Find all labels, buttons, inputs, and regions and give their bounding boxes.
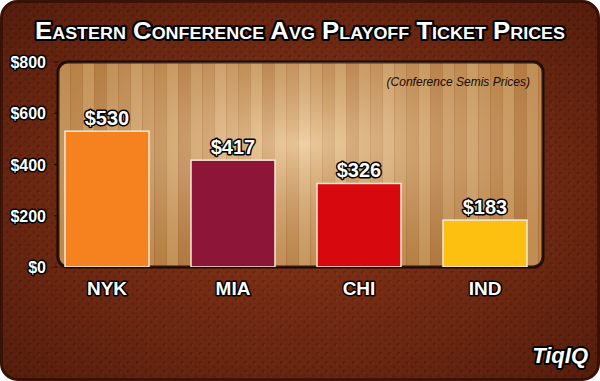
y-tick-label: $400 [10, 157, 46, 174]
x-tick-label: CHI [343, 278, 376, 299]
bars [65, 131, 527, 267]
y-tick-label: $200 [10, 208, 46, 225]
bar [65, 131, 149, 267]
y-tick-label: $800 [10, 54, 46, 71]
y-tick [54, 164, 58, 165]
plot-shine [58, 62, 543, 267]
plot-area [58, 62, 543, 267]
data-label: $530 [85, 107, 130, 129]
chart-subtitle: (Conference Semis Prices) [387, 75, 530, 89]
annotation: TiqIQ [532, 343, 588, 368]
y-tick [54, 62, 58, 63]
y-tick-label: $0 [28, 259, 46, 276]
bar [191, 160, 275, 267]
background [2, 2, 599, 380]
data-label: $326 [337, 159, 382, 181]
y-tick-label: $600 [10, 105, 46, 122]
y-tick [54, 113, 58, 114]
background-shade [2, 2, 599, 380]
chart-wrap: Eastern Conference Avg Playoff Ticket Pr… [0, 0, 600, 381]
bar [443, 220, 527, 267]
x-tick-label: IND [469, 278, 502, 299]
chart-title: Eastern Conference Avg Playoff Ticket Pr… [35, 18, 565, 44]
data-label: $417 [211, 136, 256, 158]
x-tick-label: MIA [216, 278, 251, 299]
bar [317, 183, 401, 267]
chart-svg: Eastern Conference Avg Playoff Ticket Pr… [0, 0, 600, 381]
x-tick-label: NYK [87, 278, 127, 299]
y-tick [54, 215, 58, 216]
y-tick [54, 267, 58, 268]
data-label: $183 [463, 196, 508, 218]
